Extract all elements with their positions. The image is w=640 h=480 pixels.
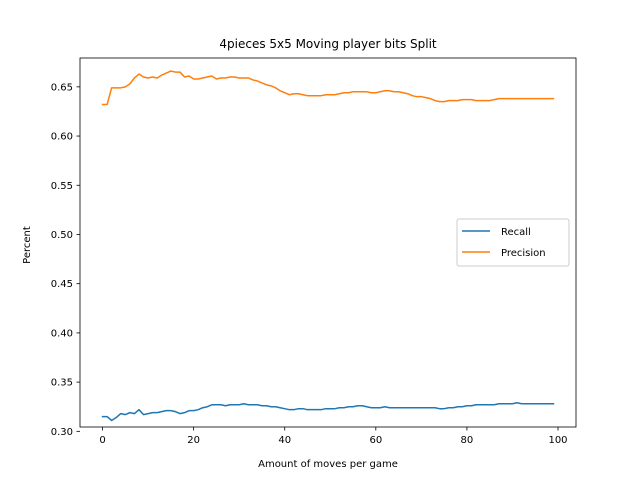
series-line-precision (101, 70, 555, 106)
y-tick-label: 0.30 (51, 427, 73, 438)
y-tick-label: 0.45 (51, 279, 73, 290)
chart-title: 4pieces 5x5 Moving player bits Split (219, 37, 437, 51)
x-axis: 0 20 40 60 80 100 (99, 427, 568, 446)
y-tick-label: 0.50 (51, 230, 73, 241)
legend-label-recall: Recall (501, 227, 531, 238)
x-tick-label: 80 (461, 435, 474, 446)
y-axis: 0.30 0.35 0.40 0.45 0.50 0.55 0.60 0.65 (51, 82, 80, 438)
y-tick-label: 0.60 (51, 132, 73, 143)
y-tick-label: 0.65 (51, 82, 73, 93)
x-tick-label: 60 (369, 435, 382, 446)
plot-frame (79, 57, 577, 428)
y-tick-label: 0.35 (51, 378, 73, 389)
x-tick-label: 20 (187, 435, 200, 446)
series-line-recall (101, 402, 555, 422)
x-tick-label: 40 (278, 435, 291, 446)
x-tick-label: 100 (548, 435, 567, 446)
x-tick-label: 0 (99, 435, 105, 446)
y-tick-label: 0.40 (51, 328, 73, 339)
legend-label-precision: Precision (501, 248, 546, 259)
legend: Recall Precision (456, 218, 570, 267)
y-tick-label: 0.55 (51, 181, 73, 192)
y-axis-title: Percent (22, 226, 33, 264)
plot-area (79, 57, 577, 428)
x-axis-title: Amount of moves per game (258, 459, 398, 470)
